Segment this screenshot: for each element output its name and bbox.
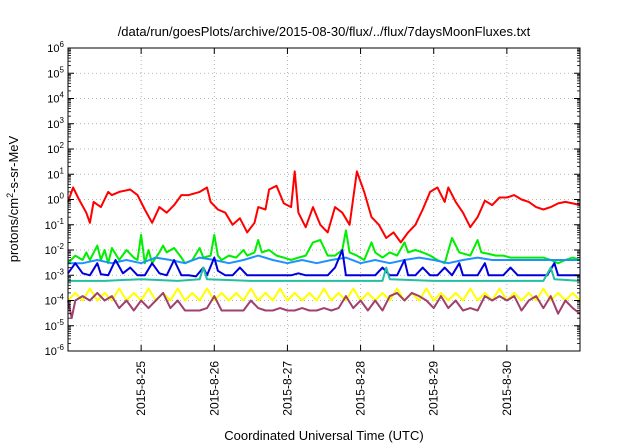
y-tick-exponent: 6 [60,40,65,49]
y-tick-exponent: -3 [57,267,65,276]
y-tick-label: 10-2 [45,242,65,257]
y-tick-label: 10-6 [45,343,65,358]
y-tick-exponent: -1 [57,217,65,226]
y-tick-exponent: 3 [60,116,65,125]
series-line-4 [67,249,580,278]
y-tick-exponent: 0 [60,192,65,201]
y-tick-base: 10 [47,119,59,131]
y-tick-exponent: -4 [57,293,65,302]
x-tick-label: 2015-8-27 [280,361,294,416]
y-tick-exponent: -6 [57,343,65,352]
y-tick-base: 10 [47,169,59,181]
y-tick-base: 10 [47,195,59,207]
chart-title: /data/run/goesPlots/archive/2015-08-30/f… [118,24,531,39]
y-tick-exponent: 5 [60,65,65,74]
y-tick-label: 101 [47,166,64,181]
y-tick-exponent: 1 [60,166,65,175]
y-axis-label-main: protons/cm [6,198,21,262]
y-tick-base: 10 [45,220,57,232]
y-tick-exponent: -5 [57,318,65,327]
series-line-3 [68,254,580,265]
y-tick-label: 104 [47,91,64,106]
y-axis: 10-610-510-410-310-210-11001011021031041… [45,40,580,358]
y-tick-label: 100 [47,192,64,207]
y-tick-label: 106 [47,40,64,55]
y-tick-base: 10 [47,68,59,80]
series-line-1 [67,170,581,244]
y-tick-base: 10 [45,296,57,308]
y-tick-label: 105 [47,65,64,80]
y-tick-base: 10 [45,270,57,282]
x-tick-label: 2015-8-30 [500,361,514,416]
y-tick-base: 10 [47,94,59,106]
y-tick-base: 10 [45,321,57,333]
y-tick-label: 103 [47,116,64,131]
series-line-5 [68,266,581,282]
series-line-7 [67,291,581,320]
y-tick-exponent: 4 [60,91,65,100]
y-tick-exponent: -2 [57,242,65,251]
x-tick-label: 2015-8-28 [354,361,368,416]
x-axis: 2015-8-25 2015-8-26 2015-8-27 2015-8-28 2015… [134,48,514,416]
plot-series [67,170,581,320]
x-tick-label: 2015-8-29 [427,361,441,416]
y-tick-base: 10 [45,245,57,257]
y-tick-label: 10-3 [45,267,65,282]
y-tick-exponent: 2 [60,141,65,150]
y-tick-base: 10 [47,144,59,156]
x-tick-label: 2015-8-25 [134,361,148,416]
y-axis-label-unit: -s-sr-MeV [6,135,21,192]
x-axis-label: Coordinated Universal Time (UTC) [224,428,423,443]
y-axis-label-superscript: 2 [5,193,15,198]
y-tick-label: 10-5 [45,318,65,333]
series-line-2 [67,229,581,265]
y-tick-label: 102 [47,141,64,156]
series-line-6 [67,287,581,302]
y-tick-label: 10-1 [45,217,65,232]
y-tick-base: 10 [45,346,57,358]
y-tick-base: 10 [47,43,59,55]
x-tick-label: 2015-8-26 [207,361,221,416]
y-tick-label: 10-4 [45,293,65,308]
y-axis-label: protons/cm2-s-sr-MeV [5,135,21,262]
